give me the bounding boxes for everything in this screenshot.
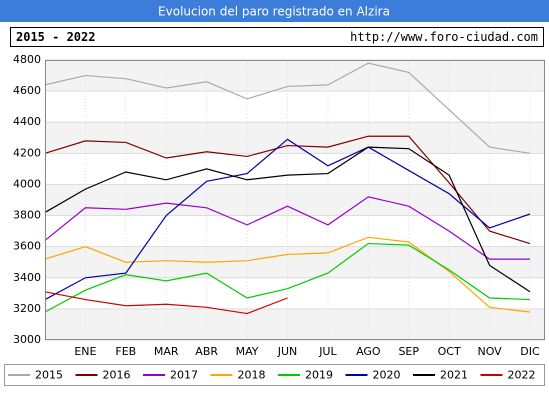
x-tick-label: ENE xyxy=(74,345,96,358)
y-tick-label: 4200 xyxy=(13,146,41,159)
grid-band xyxy=(45,246,545,278)
y-tick-label: 3800 xyxy=(13,209,41,222)
legend-label: 2019 xyxy=(305,369,333,382)
x-tick-label: FEB xyxy=(115,345,136,358)
x-tick-label: AGO xyxy=(356,345,381,358)
y-tick-label: 4800 xyxy=(13,53,41,66)
series-line xyxy=(44,196,530,260)
x-tick-label: MAY xyxy=(236,345,259,358)
series-line xyxy=(44,138,531,301)
series-line xyxy=(44,242,531,313)
y-tick-label: 4400 xyxy=(13,115,41,128)
y-tick-label: 4600 xyxy=(13,84,41,97)
chart-title: Evolucion del paro registrado en Alzira xyxy=(158,5,390,19)
x-tick-label: JUN xyxy=(277,345,298,358)
x-tick-label: SEP xyxy=(398,345,419,358)
grid-band xyxy=(45,308,545,340)
legend-label: 2018 xyxy=(238,369,266,382)
legend-label: 2022 xyxy=(508,369,536,382)
x-tick-label: MAR xyxy=(154,345,179,358)
y-tick-label: 3000 xyxy=(13,333,41,346)
plot-frame xyxy=(45,60,545,340)
x-tick-label: ABR xyxy=(195,345,218,358)
series-line xyxy=(44,135,531,245)
series-line xyxy=(44,291,288,315)
legend-label: 2020 xyxy=(373,369,401,382)
x-tick-label: JUL xyxy=(318,345,337,358)
legend-label: 2021 xyxy=(440,369,468,382)
series-line xyxy=(44,62,531,154)
x-tick-label: OCT xyxy=(438,345,461,358)
period: 2015 - 2022 xyxy=(16,30,95,44)
legend-label: 2016 xyxy=(103,369,131,382)
y-tick-label: 4000 xyxy=(13,177,41,190)
y-tick-label: 3400 xyxy=(13,271,41,284)
x-tick-label: NOV xyxy=(477,345,502,358)
url: http://www.foro-ciudad.com xyxy=(350,30,538,44)
series-line xyxy=(44,236,531,313)
y-tick-label: 3200 xyxy=(13,302,41,315)
legend-box xyxy=(4,364,545,386)
x-tick-label: DIC xyxy=(520,345,540,358)
legend-label: 2017 xyxy=(170,369,198,382)
y-tick-label: 3600 xyxy=(13,240,41,253)
legend-label: 2015 xyxy=(35,369,63,382)
header-box xyxy=(10,27,544,47)
title-bar xyxy=(0,0,549,22)
series-line xyxy=(44,146,531,293)
grid-band xyxy=(45,184,545,216)
grid-band xyxy=(45,122,545,154)
